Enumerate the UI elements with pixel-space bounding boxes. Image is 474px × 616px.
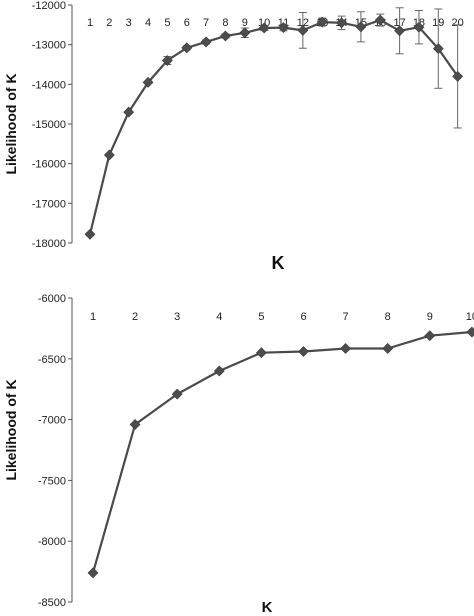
data-point [161, 55, 173, 66]
x-tick-label: 2 [132, 311, 138, 323]
y-tick-label: -14000 [32, 79, 66, 91]
x-axis-title: K [262, 599, 273, 616]
data-point [424, 330, 436, 342]
y-tick-label: -7000 [38, 415, 66, 427]
y-tick-label: -17000 [32, 198, 66, 210]
data-point [394, 25, 406, 37]
data-point [278, 22, 289, 34]
x-tick-label: 20 [452, 17, 464, 29]
x-tick-label: 4 [145, 17, 151, 29]
data-point [340, 343, 352, 354]
x-tick-label: 6 [184, 17, 190, 29]
series-line [91, 330, 472, 574]
data-point [103, 149, 115, 161]
data-point [87, 567, 99, 579]
x-tick-label: 8 [385, 311, 391, 323]
data-point [255, 347, 267, 359]
data-point [142, 76, 154, 88]
y-tick-label: -18000 [32, 238, 66, 250]
x-tick-label: 1 [90, 311, 96, 323]
data-point [355, 21, 367, 33]
data-point [432, 43, 444, 55]
x-tick-label: 5 [258, 311, 264, 323]
data-point [258, 22, 270, 34]
data-point [220, 30, 231, 42]
x-tick-label: 10 [466, 311, 474, 323]
x-tick-label: 4 [216, 311, 222, 323]
data-point [382, 343, 394, 354]
y-tick-label: -16000 [32, 159, 66, 171]
x-tick-label: 9 [427, 311, 433, 323]
y-tick-label: -12000 [32, 0, 66, 12]
data-point [181, 42, 193, 54]
data-point [123, 106, 135, 118]
chart-likelihood-k-1-to-20: -12000 -13000 -14000 -15000 -16000 -17000 -180… [3, 0, 464, 273]
x-tick-label: 7 [203, 17, 209, 29]
data-point [213, 365, 225, 377]
data-point [316, 16, 328, 28]
y-axis-title: Likelihood of K [3, 73, 19, 174]
y-axis-title: Likelihood of K [3, 379, 19, 480]
x-tick-label: 1 [87, 17, 93, 29]
series-line [88, 19, 459, 235]
y-tick-label: -13000 [32, 40, 66, 52]
data-point [171, 388, 183, 400]
y-tick-label: -8500 [38, 597, 66, 609]
x-tick-label: 9 [242, 17, 248, 29]
chart-likelihood-k-1-to-10: -6000 -6500 -7000 -7500 -8000 -8500 1 2 3 4 5 6 7 8 9 1… [3, 293, 474, 616]
data-point [452, 70, 464, 82]
x-tick-label: 8 [222, 17, 228, 29]
data-point [200, 36, 212, 48]
y-tick-label: -7500 [38, 475, 66, 487]
data-point [466, 326, 474, 338]
data-point [239, 27, 251, 39]
data-point [129, 419, 141, 430]
data-point [298, 346, 309, 357]
y-tick-label: -8000 [38, 536, 66, 548]
data-point [336, 17, 347, 29]
x-tick-label: 6 [300, 311, 306, 323]
x-tick-label: 3 [174, 311, 180, 323]
data-point [413, 21, 425, 33]
data-point [84, 228, 96, 240]
x-tick-label: 7 [343, 311, 349, 323]
x-axis-title: K [272, 253, 285, 273]
y-tick-label: -15000 [32, 119, 66, 131]
x-tick-label: 5 [164, 17, 170, 29]
y-tick-label: -6500 [38, 354, 66, 366]
y-tick-label: -6000 [38, 293, 66, 305]
x-tick-label: 2 [106, 17, 112, 29]
data-point [297, 24, 309, 36]
x-tick-label: 3 [126, 17, 132, 29]
data-point [374, 14, 386, 26]
